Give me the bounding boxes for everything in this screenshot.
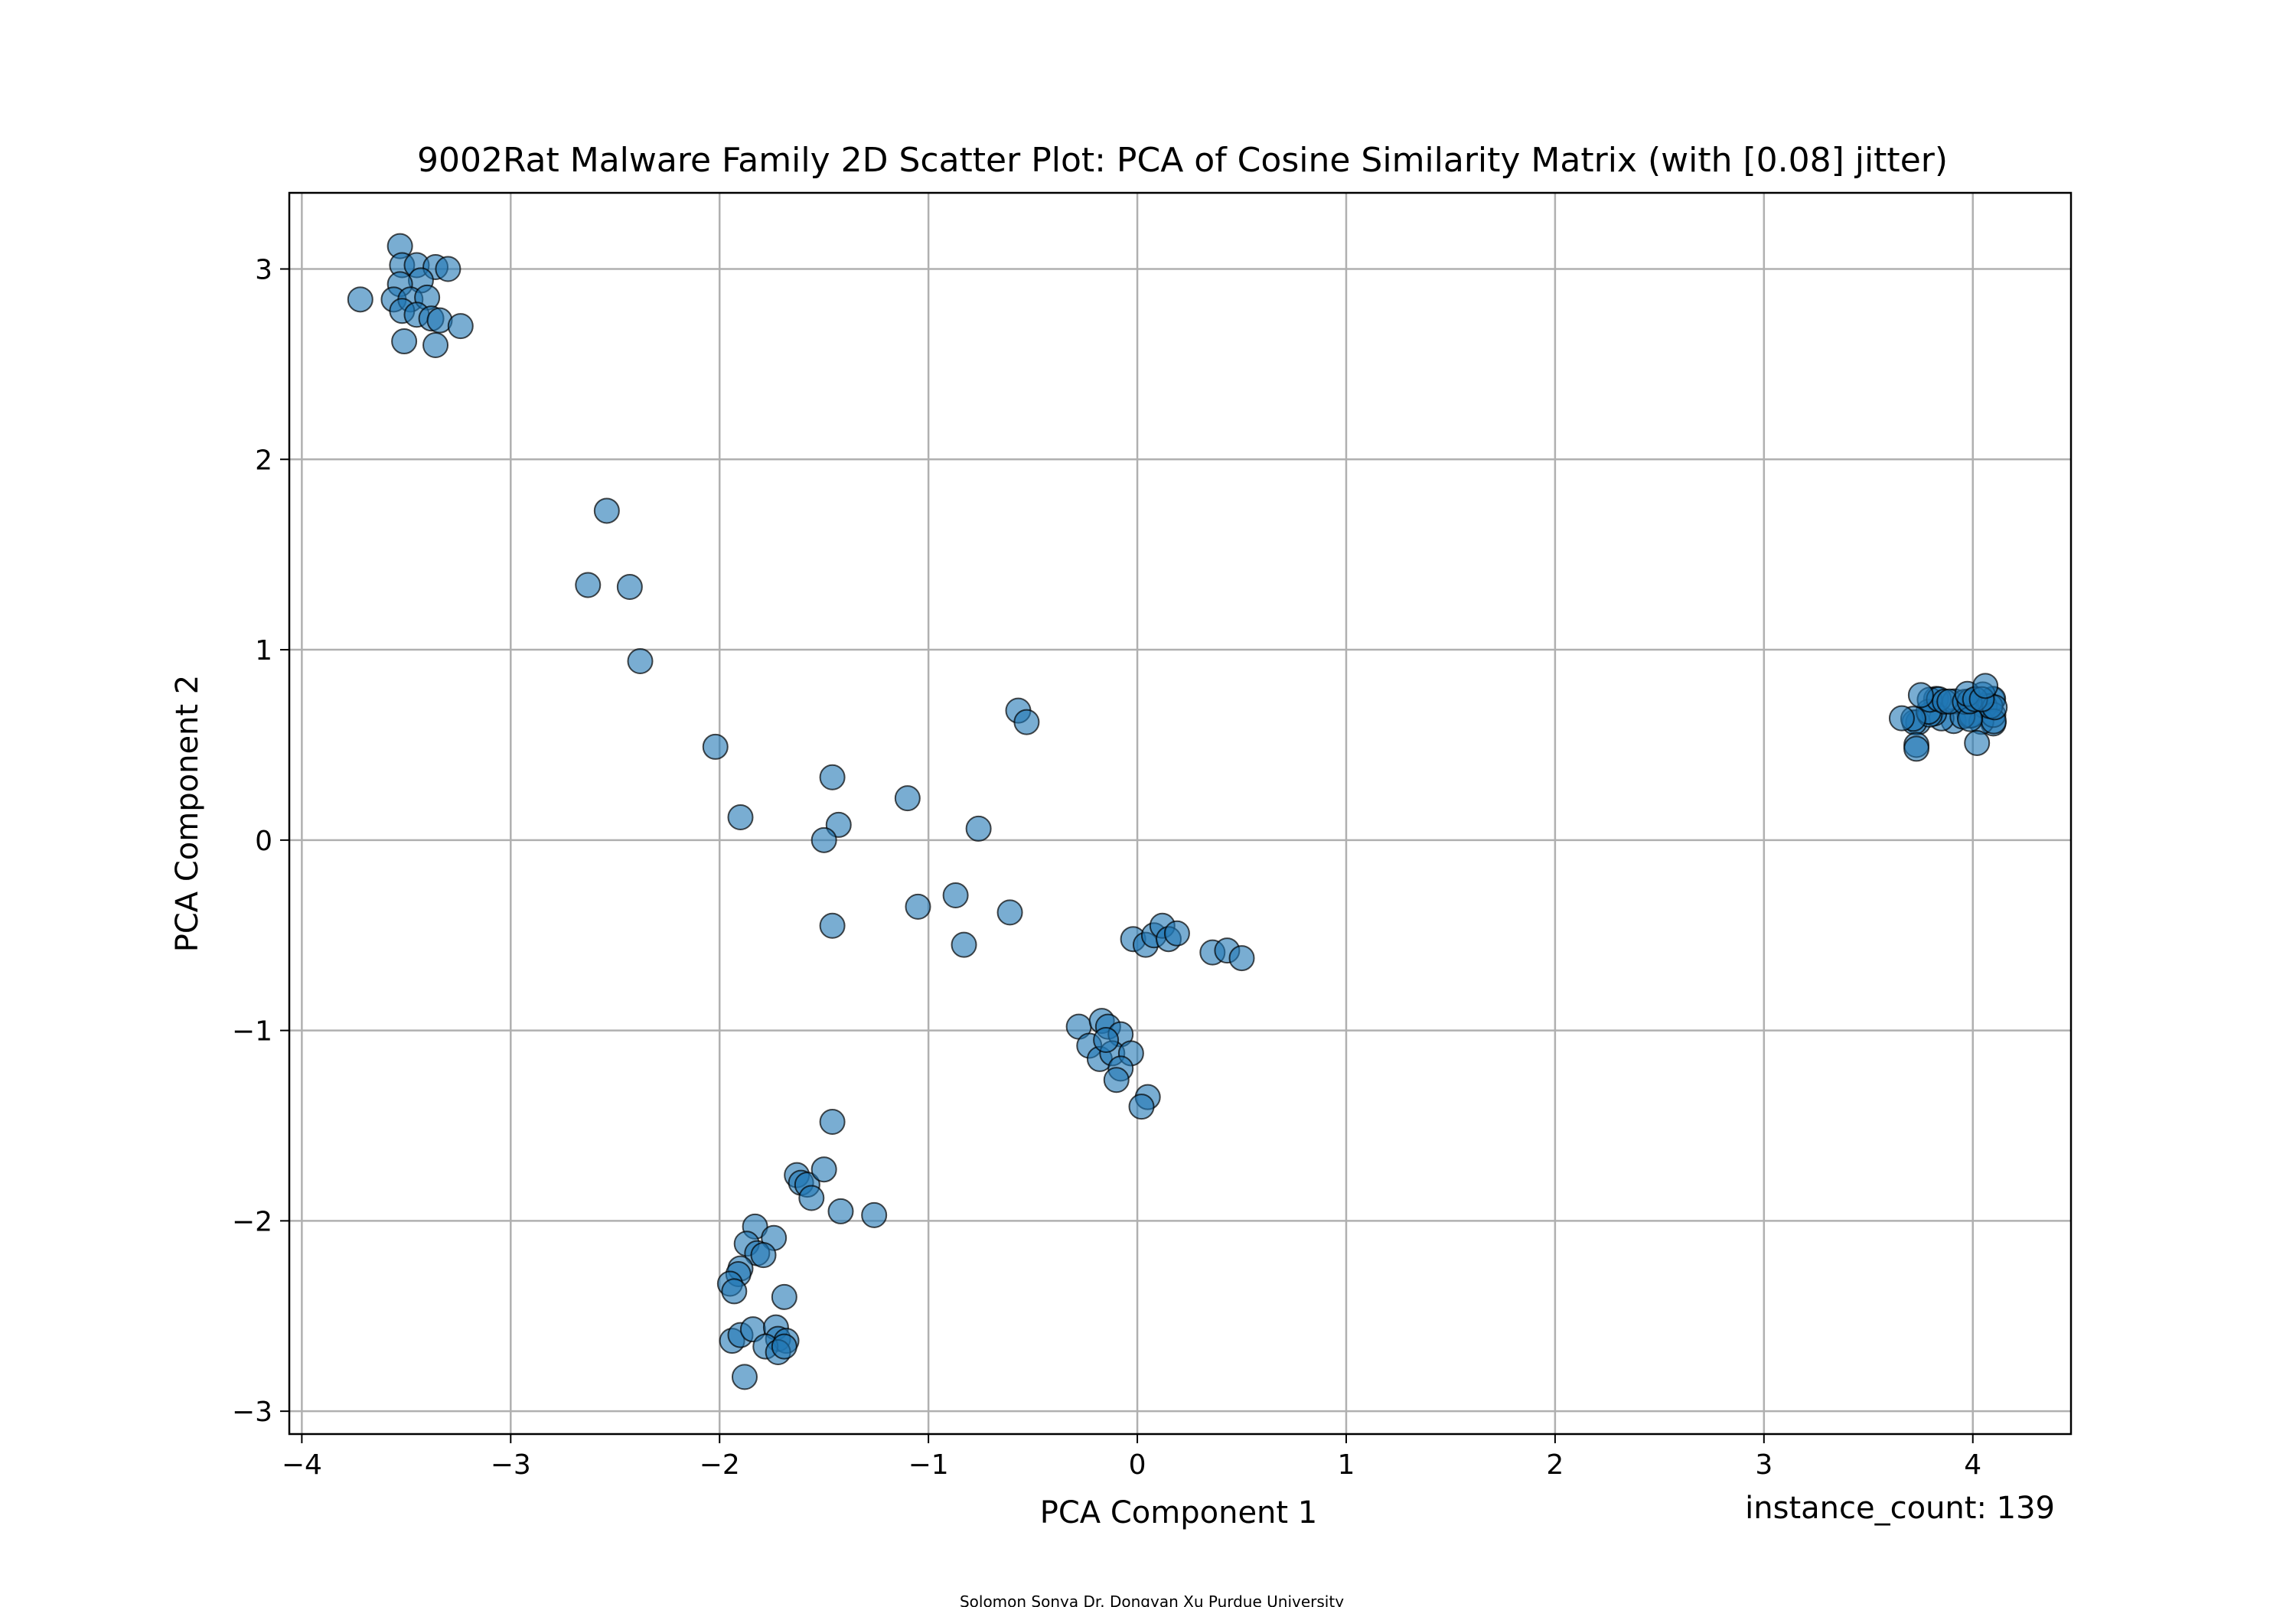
data-point (447, 313, 474, 340)
data-point (731, 1364, 758, 1390)
data-point (593, 497, 620, 524)
data-point (894, 785, 921, 812)
footer-credits: Solomon Sonya Dr. Dongyan Xu Purdue Univ… (960, 1592, 1344, 1607)
data-point (861, 1201, 888, 1228)
grid-lines (289, 193, 2071, 1434)
x-tick-label: −2 (700, 1449, 740, 1481)
data-point (942, 882, 969, 908)
data-point (819, 912, 846, 939)
y-tick-label: −1 (232, 1016, 272, 1048)
data-point (905, 893, 931, 920)
y-tick-label: 1 (255, 635, 272, 667)
data-point (951, 931, 977, 958)
data-point (1093, 1027, 1120, 1054)
data-point (771, 1283, 797, 1310)
data-point (702, 733, 729, 760)
data-point (1964, 729, 1991, 756)
x-tick-label: 2 (1546, 1449, 1564, 1481)
data-point (1903, 735, 1930, 762)
x-tick-label: 3 (1755, 1449, 1773, 1481)
data-point (1972, 673, 1999, 699)
y-tick-label: −2 (232, 1206, 272, 1237)
data-point (965, 815, 992, 842)
data-point (819, 764, 846, 790)
y-tick-label: 0 (255, 826, 272, 857)
data-point (575, 572, 602, 598)
y-tick-label: −3 (232, 1397, 272, 1428)
data-point (721, 1278, 748, 1305)
data-point (1013, 709, 1040, 735)
data-points (347, 233, 2008, 1390)
data-point (1228, 945, 1255, 972)
data-point (422, 332, 449, 359)
y-axis-label: PCA Component 2 (170, 675, 205, 953)
data-point (391, 328, 418, 355)
x-tick-label: −3 (491, 1449, 531, 1481)
data-point (1888, 705, 1915, 732)
data-point (1103, 1067, 1130, 1094)
plot-frame (288, 191, 2073, 1436)
data-point (616, 573, 643, 600)
data-point (1163, 920, 1190, 947)
data-point (435, 256, 461, 282)
x-axis-label: PCA Component 1 (1040, 1495, 1318, 1530)
data-point (1128, 1094, 1155, 1120)
data-point (827, 1198, 854, 1224)
data-point (727, 804, 754, 830)
x-tick-label: 4 (1964, 1449, 1981, 1481)
data-point (1907, 682, 1934, 709)
data-point (771, 1333, 797, 1360)
data-point (810, 826, 837, 853)
x-tick-label: −1 (908, 1449, 949, 1481)
data-point (750, 1242, 777, 1269)
y-axis-ticks: −3 −2 −1 0 1 2 3 (232, 255, 289, 1428)
data-point (810, 1156, 837, 1183)
y-tick-label: 3 (255, 255, 272, 286)
x-tick-label: 1 (1338, 1449, 1355, 1481)
x-tick-label: −4 (282, 1449, 322, 1481)
instance-count-annotation: instance_count: 139 (1745, 1491, 2055, 1526)
x-tick-label: 0 (1129, 1449, 1146, 1481)
data-point (996, 899, 1023, 926)
x-axis-ticks: −4 −3 −2 −1 0 1 2 3 4 (282, 1434, 1981, 1481)
data-point (627, 647, 654, 674)
data-point (347, 286, 373, 313)
chart-title: 9002Rat Malware Family 2D Scatter Plot: … (417, 141, 1948, 180)
data-point (798, 1185, 825, 1211)
data-point (819, 1109, 846, 1136)
y-tick-label: 2 (255, 445, 272, 476)
